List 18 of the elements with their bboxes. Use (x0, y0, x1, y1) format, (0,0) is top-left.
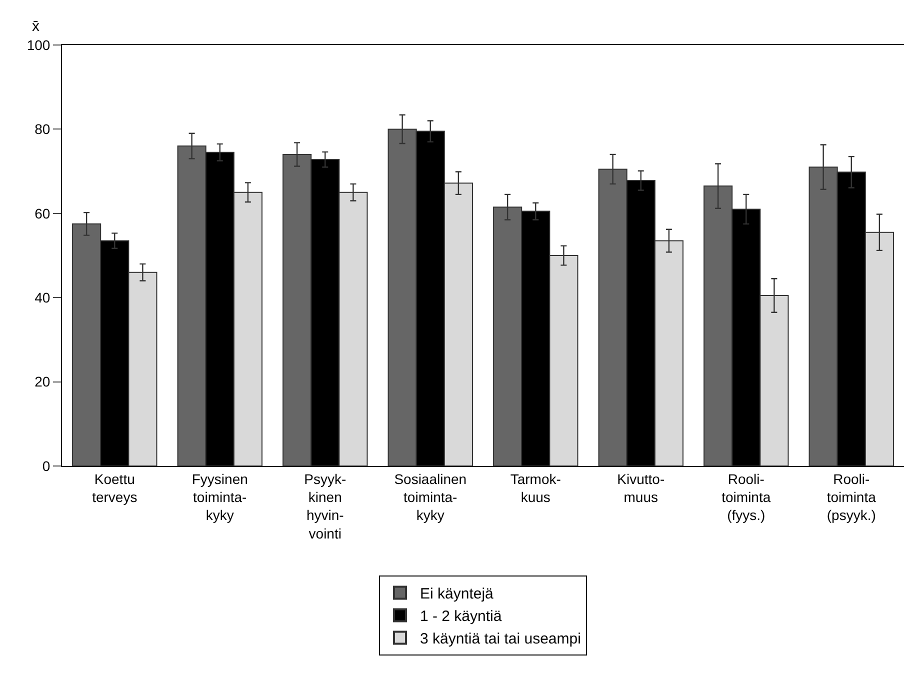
y-tick-label: 0 (42, 458, 50, 474)
x-tick-label: Rooli- toiminta (fyys.) (722, 470, 771, 524)
y-tick-label: 80 (34, 121, 50, 138)
x-tick-label: Fyysinen toiminta- kyky (192, 470, 248, 524)
x-tick-label: Tarmok- kuus (510, 470, 562, 505)
y-tick-label: 20 (34, 374, 50, 390)
y-axis-title: x̄ (32, 18, 40, 35)
x-tick-label: Rooli- toiminta (psyyk.) (826, 470, 876, 524)
x-tick-label: Koettu terveys (92, 470, 138, 505)
x-tick-label: Kivutto- muus (617, 470, 665, 505)
y-tick-label: 100 (26, 36, 50, 53)
legend-label: 1 - 2 käyntiä (420, 608, 502, 626)
x-tick-label: Sosiaalinen toiminta- kyky (394, 470, 467, 524)
legend-label: 3 käyntiä tai tai useampi (420, 630, 581, 648)
legend-label: Ei käyntejä (420, 586, 494, 603)
y-tick-label: 60 (34, 205, 50, 222)
x-tick-label: Psyyk- kinen hyvin- vointi (304, 470, 346, 542)
y-tick-label: 40 (34, 290, 50, 306)
